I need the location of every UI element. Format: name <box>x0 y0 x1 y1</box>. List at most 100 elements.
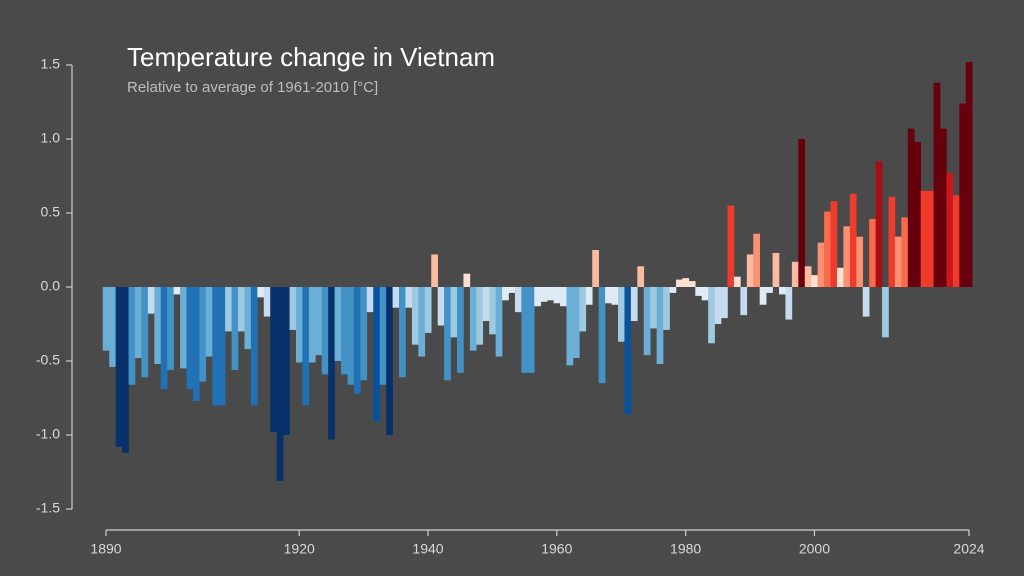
bar <box>682 278 690 287</box>
bar <box>289 287 297 330</box>
bar <box>302 287 310 406</box>
bar <box>708 287 715 344</box>
bar <box>418 287 426 357</box>
bar <box>405 287 413 308</box>
bar <box>804 266 812 287</box>
bar <box>128 287 136 385</box>
bar <box>914 141 921 287</box>
bar <box>630 287 638 322</box>
bar <box>147 287 155 314</box>
bar <box>283 287 290 435</box>
bar <box>733 276 741 287</box>
bar <box>701 287 709 301</box>
bar <box>379 287 387 385</box>
bar <box>411 287 419 345</box>
bar <box>714 287 722 324</box>
bar <box>521 287 529 373</box>
bar <box>527 287 535 373</box>
bar <box>824 211 831 287</box>
bar <box>811 275 818 287</box>
bar <box>225 287 232 332</box>
bar <box>424 287 432 333</box>
y-tick-label: 0.5 <box>41 204 61 220</box>
bar <box>592 250 599 287</box>
bar <box>830 201 838 287</box>
bar <box>817 242 825 287</box>
bar <box>263 287 271 317</box>
bar <box>399 287 406 378</box>
bar <box>753 233 760 287</box>
bar <box>959 103 967 287</box>
bar <box>540 287 548 302</box>
bar <box>663 287 670 330</box>
bar <box>940 128 947 287</box>
bar <box>218 287 226 406</box>
bar <box>746 254 754 287</box>
bar <box>514 287 522 313</box>
bar <box>392 287 400 308</box>
bar <box>946 173 954 287</box>
bar <box>791 261 799 287</box>
bar <box>366 287 374 313</box>
bar <box>560 287 567 307</box>
bar <box>154 287 162 364</box>
bar <box>102 287 110 351</box>
x-tick-label: 1940 <box>412 541 443 557</box>
bar <box>160 287 168 390</box>
bar <box>688 281 696 287</box>
bar <box>115 287 123 447</box>
y-tick-label: -1.0 <box>36 426 60 442</box>
bar <box>212 287 220 406</box>
bar <box>856 236 864 287</box>
bar <box>927 190 934 287</box>
bar <box>675 279 683 287</box>
bar <box>360 287 368 381</box>
bar <box>605 287 612 304</box>
bar <box>321 287 329 375</box>
bar <box>489 287 496 335</box>
bar <box>205 287 213 357</box>
bar <box>347 287 355 385</box>
bar <box>450 287 458 338</box>
bar <box>598 287 606 384</box>
bar <box>882 287 889 338</box>
bar <box>650 287 657 329</box>
bar <box>456 287 464 373</box>
bar <box>611 287 619 305</box>
bar <box>759 287 767 305</box>
y-tick-label: -1.5 <box>36 500 60 516</box>
bar <box>295 287 303 363</box>
bar <box>869 218 876 287</box>
bar <box>952 195 960 287</box>
bar <box>766 287 773 293</box>
bar <box>328 287 335 440</box>
bar <box>244 287 252 350</box>
bar <box>502 287 509 301</box>
bar <box>534 287 542 307</box>
bar <box>740 287 748 316</box>
bar <box>231 287 239 370</box>
bar <box>173 287 181 295</box>
bar <box>579 287 587 332</box>
chart-title: Temperature change in Vietnam <box>127 42 495 72</box>
bar <box>495 287 503 357</box>
x-tick-label: 2024 <box>953 541 984 557</box>
bar <box>180 287 187 369</box>
bar <box>721 287 728 319</box>
x-tick-label: 1960 <box>541 541 572 557</box>
bar <box>669 287 677 293</box>
bar <box>270 287 277 433</box>
x-tick-label: 1920 <box>284 541 315 557</box>
bar <box>341 287 348 375</box>
bar <box>907 128 915 287</box>
bar <box>353 287 361 394</box>
bar <box>334 287 342 361</box>
bar <box>431 254 438 287</box>
bar <box>965 62 973 287</box>
bar <box>894 236 902 287</box>
bar <box>476 287 484 345</box>
bar <box>373 287 381 422</box>
bar <box>695 287 703 296</box>
